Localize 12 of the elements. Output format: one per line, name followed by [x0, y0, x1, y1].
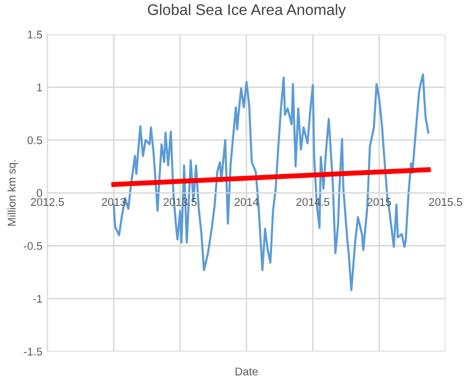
y-tick-label: -1.5 [24, 348, 42, 356]
y-tick-label: 1 [37, 84, 42, 92]
y-axis-title: Million km sq. [7, 160, 18, 226]
x-tick-label: 2015.5 [429, 198, 462, 206]
x-tick-label: 2012.5 [30, 198, 64, 206]
y-tick-label: 1.5 [28, 30, 42, 39]
y-tick-label: 0.5 [28, 136, 42, 144]
x-axis-title: Date [236, 368, 258, 376]
y-tick-label: -1 [33, 294, 42, 303]
y-tick-label: 0 [36, 189, 42, 198]
y-tick-label: -0.5 [24, 242, 42, 250]
chart-title: Global Sea Ice Area Anomaly [148, 4, 346, 18]
